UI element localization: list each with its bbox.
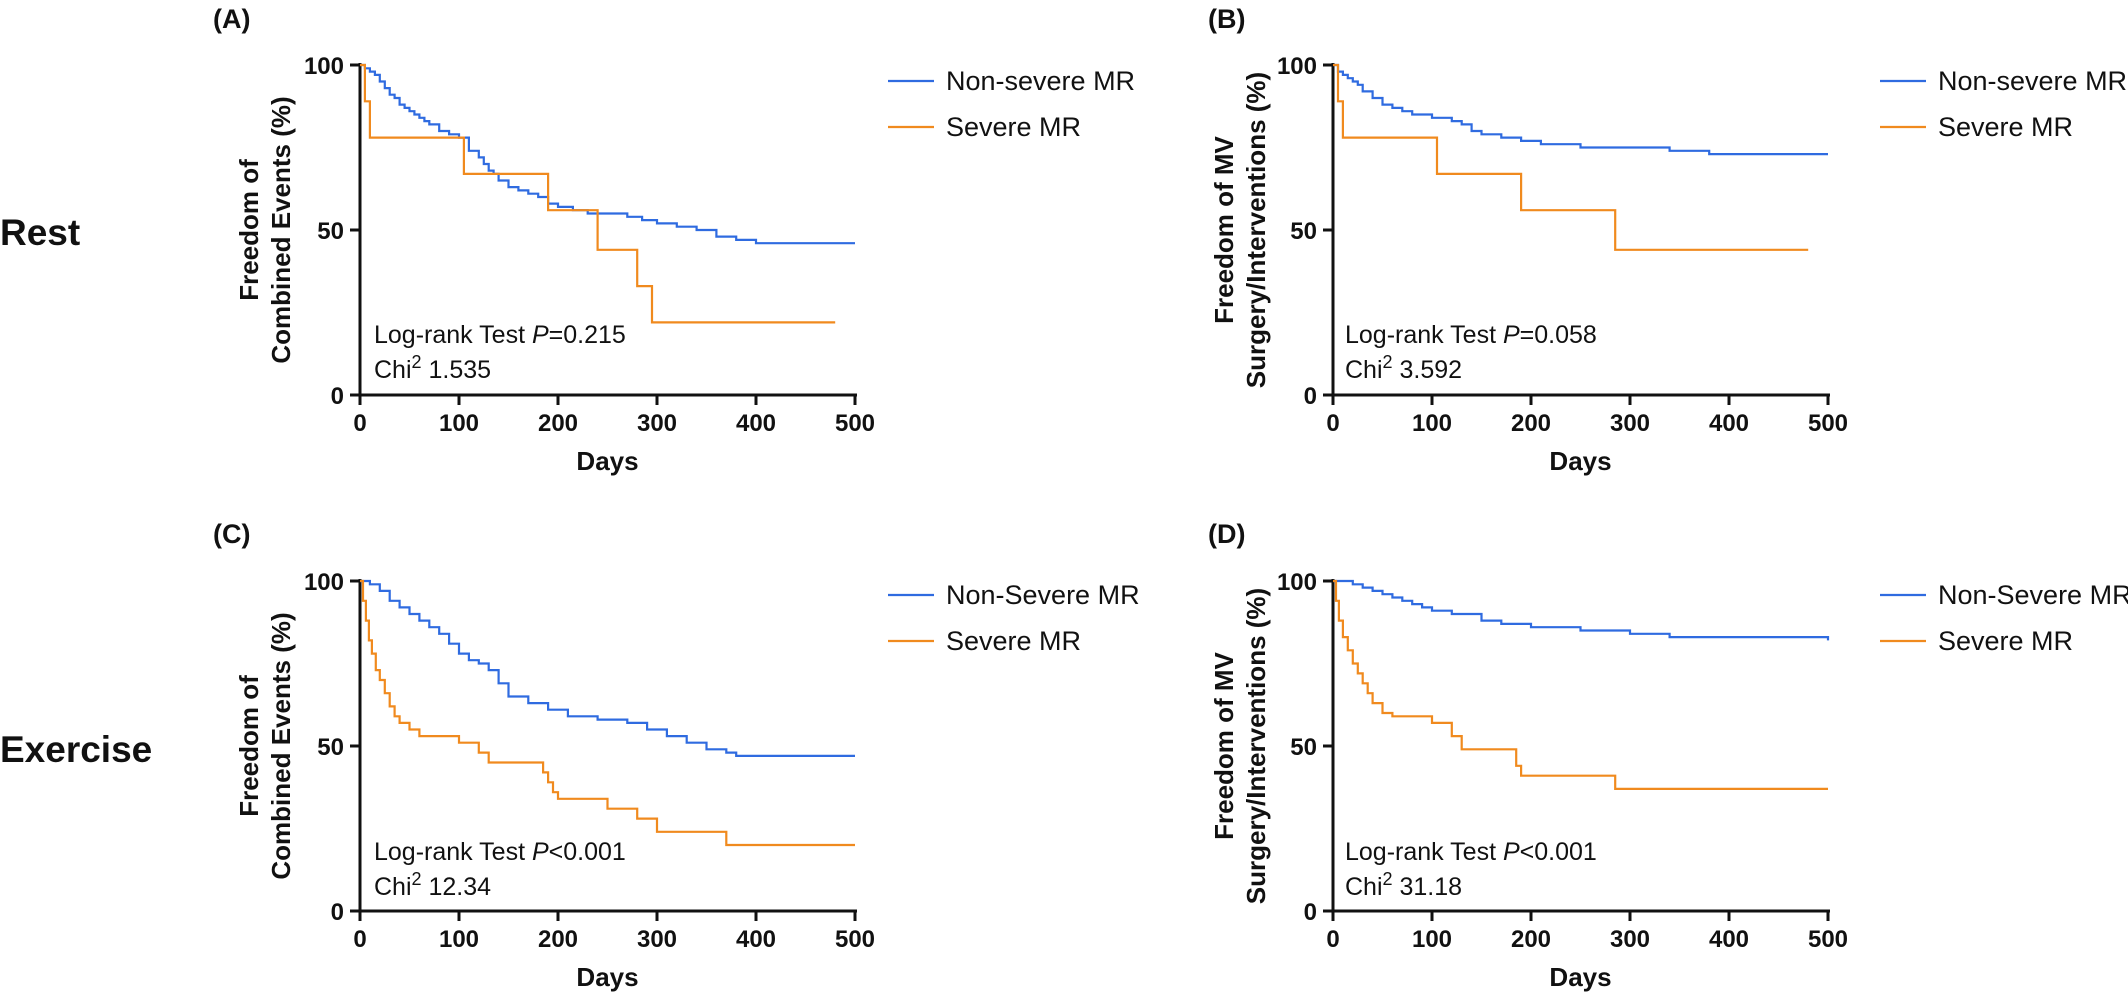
y-tick-label: 50 <box>317 218 344 245</box>
x-tick-label: 400 <box>1709 410 1749 437</box>
y-axis-title-line: Freedom of MV <box>1209 135 1239 323</box>
x-tick-label: 200 <box>538 926 578 953</box>
x-tick-label: 500 <box>1808 926 1848 953</box>
series-line-severe-mr <box>360 579 855 847</box>
series-line-severe-mr <box>360 63 836 324</box>
logrank-annotation: Log-rank Test P=0.058 <box>1345 321 1597 349</box>
x-axis-title: Days <box>576 962 638 992</box>
x-tick-label: 100 <box>1412 926 1452 953</box>
x-tick-label: 300 <box>637 410 677 437</box>
y-tick-label: 0 <box>331 383 344 410</box>
chi-square-annotation: Chi2 31.18 <box>1345 869 1462 901</box>
y-axis-title: Freedom ofCombined Events (%) <box>234 96 296 363</box>
series-line-severe-mr <box>1333 579 1828 790</box>
chi-square-annotation: Chi2 1.535 <box>374 352 491 384</box>
chart-panel-4: (D) 0 100 200 300 400 500 0 50 100 Days Freedom of … <box>1208 519 2128 992</box>
series-line-severe-mr <box>1333 63 1809 251</box>
legend-label: Non-Severe MR <box>1938 580 2128 610</box>
x-tick-label: 300 <box>637 926 677 953</box>
panel-label: (B) <box>1208 4 1245 34</box>
y-axis-title: Freedom ofCombined Events (%) <box>234 612 296 879</box>
y-tick-label: 50 <box>1290 734 1317 761</box>
y-tick-label: 100 <box>304 53 344 80</box>
x-tick-label: 100 <box>1412 410 1452 437</box>
y-axis-title: Freedom of MVSurgery/Interventions (%) <box>1209 72 1271 388</box>
x-tick-label: 200 <box>1511 410 1551 437</box>
x-tick-label: 300 <box>1610 926 1650 953</box>
y-axis-title-line: Freedom of <box>234 675 264 817</box>
legend-label: Severe MR <box>1938 112 2073 142</box>
logrank-annotation: Log-rank Test P=0.215 <box>374 321 626 349</box>
x-tick-label: 100 <box>439 410 479 437</box>
y-tick-label: 50 <box>1290 218 1317 245</box>
x-tick-label: 500 <box>835 410 875 437</box>
y-tick-label: 100 <box>1277 569 1317 596</box>
y-tick-label: 100 <box>304 569 344 596</box>
legend-label: Non-Severe MR <box>946 580 1140 610</box>
y-axis-title-line: Surgery/Interventions (%) <box>1241 588 1271 904</box>
x-tick-label: 100 <box>439 926 479 953</box>
chi-square-annotation: Chi2 3.592 <box>1345 352 1462 384</box>
y-tick-label: 0 <box>1304 383 1317 410</box>
chi-square-annotation: Chi2 12.34 <box>374 869 491 901</box>
series-line-non-severe-mr <box>1333 579 1830 641</box>
x-tick-label: 0 <box>353 926 366 953</box>
x-tick-label: 0 <box>1326 926 1339 953</box>
x-axis-title: Days <box>1549 446 1611 476</box>
panel-label: (C) <box>213 519 250 549</box>
series-line-non-severe-mr <box>1333 63 1828 156</box>
series-line-non-severe-mr <box>360 63 855 245</box>
x-tick-label: 500 <box>835 926 875 953</box>
legend-label: Non-severe MR <box>1938 66 2127 96</box>
series-line-non-severe-mr <box>360 579 855 757</box>
panel-label: (D) <box>1208 519 1245 549</box>
chart-panel-2: (B) 0 100 200 300 400 500 0 50 100 Days Freedom of … <box>1208 4 2127 476</box>
logrank-annotation: Log-rank Test P<0.001 <box>1345 838 1597 866</box>
x-tick-label: 400 <box>736 410 776 437</box>
legend-label: Severe MR <box>946 626 1081 656</box>
panel-label: (A) <box>213 4 250 34</box>
legend-label: Severe MR <box>946 112 1081 142</box>
x-tick-label: 0 <box>1326 410 1339 437</box>
y-axis-title: Freedom of MVSurgery/Interventions (%) <box>1209 588 1271 904</box>
y-axis-title-line: Combined Events (%) <box>266 612 296 879</box>
y-tick-label: 100 <box>1277 53 1317 80</box>
x-tick-label: 400 <box>736 926 776 953</box>
y-tick-label: 50 <box>317 734 344 761</box>
legend-label: Non-severe MR <box>946 66 1135 96</box>
x-tick-label: 300 <box>1610 410 1650 437</box>
legend-label: Severe MR <box>1938 626 2073 656</box>
y-axis-title-line: Combined Events (%) <box>266 96 296 363</box>
x-tick-label: 0 <box>353 410 366 437</box>
y-axis-title-line: Surgery/Interventions (%) <box>1241 72 1271 388</box>
y-axis-title-line: Freedom of <box>234 159 264 301</box>
row-label-rest: Rest <box>0 212 80 253</box>
x-axis-title: Days <box>576 446 638 476</box>
y-tick-label: 0 <box>331 899 344 926</box>
x-tick-label: 500 <box>1808 410 1848 437</box>
row-label-exercise: Exercise <box>0 729 152 770</box>
x-axis-title: Days <box>1549 962 1611 992</box>
x-tick-label: 200 <box>538 410 578 437</box>
y-tick-label: 0 <box>1304 899 1317 926</box>
logrank-annotation: Log-rank Test P<0.001 <box>374 838 626 866</box>
x-tick-label: 200 <box>1511 926 1551 953</box>
x-tick-label: 400 <box>1709 926 1749 953</box>
y-axis-title-line: Freedom of MV <box>1209 651 1239 839</box>
